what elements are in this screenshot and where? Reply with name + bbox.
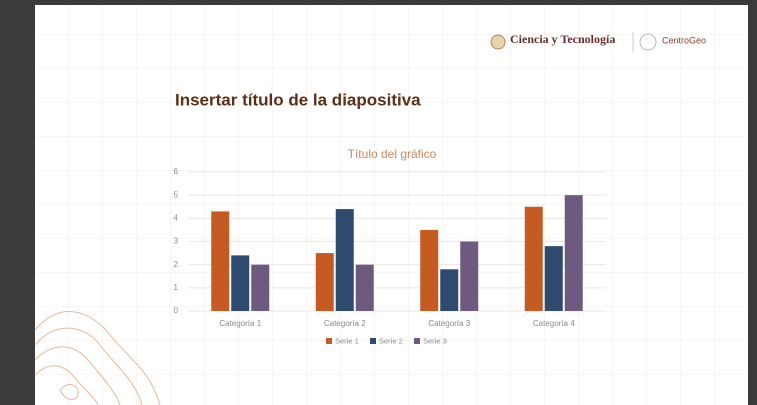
bar [231, 255, 250, 311]
logo-text: Ciencia y Tecnología [510, 32, 615, 46]
x-tick-label: Categoría 2 [324, 319, 366, 328]
topo-decoration [34, 311, 161, 405]
bar [251, 264, 270, 311]
bar [211, 211, 230, 311]
x-tick-label: Categoría 1 [219, 319, 261, 328]
bar [420, 229, 439, 311]
y-tick-label: 5 [174, 190, 179, 199]
bar [355, 264, 374, 311]
bar [524, 206, 543, 311]
bar [460, 241, 479, 311]
legend-label: Serie 2 [379, 336, 403, 345]
slide-title: Insertar título de la diapositiva [175, 90, 421, 109]
logo-text: CentroGeo [662, 35, 706, 45]
legend-label: Serie 1 [335, 336, 359, 345]
logo-globe [639, 33, 657, 51]
y-tick-label: 2 [174, 260, 179, 269]
x-tick-label: Categoría 3 [428, 319, 470, 328]
y-tick-label: 1 [174, 283, 179, 292]
bar [335, 209, 354, 311]
bar [315, 253, 334, 311]
logo-emblem [490, 34, 506, 50]
x-tick-label: Categoría 4 [533, 319, 575, 328]
legend-swatch [370, 338, 376, 344]
y-tick-label: 6 [174, 167, 179, 176]
bar [564, 195, 583, 311]
bar [544, 246, 563, 311]
bar [440, 269, 459, 311]
y-tick-label: 4 [174, 213, 179, 222]
y-tick-label: 0 [174, 306, 179, 315]
y-tick-label: 3 [174, 237, 179, 246]
legend-swatch [326, 338, 332, 344]
legend-swatch [414, 338, 420, 344]
slide-grid [35, 5, 748, 405]
chart-title: Título del gráfico [348, 147, 437, 161]
legend-label: Serie 3 [423, 336, 447, 345]
